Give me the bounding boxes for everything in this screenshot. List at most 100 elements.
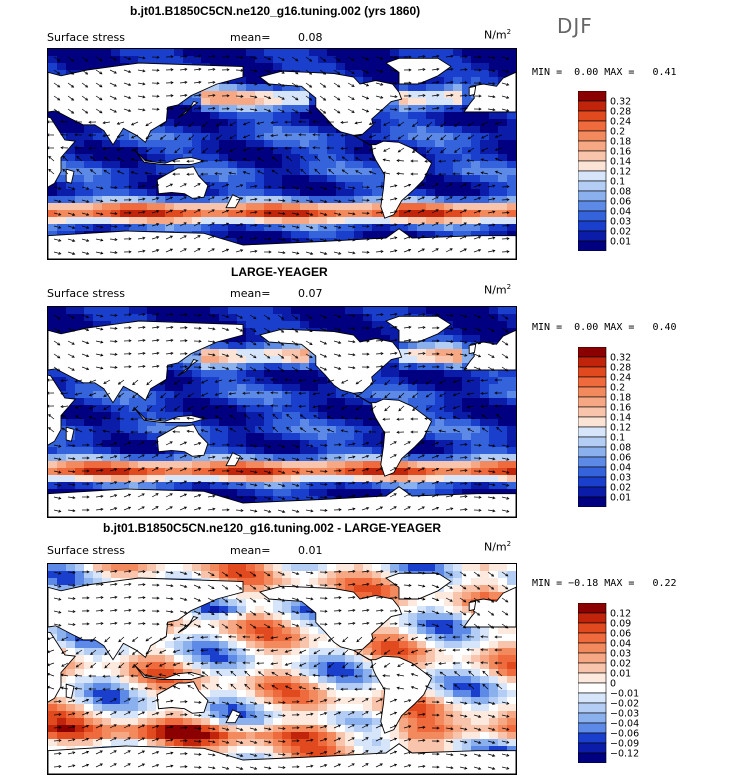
field-cell (255, 356, 265, 364)
field-cell (210, 405, 220, 413)
vector-arrow (207, 248, 215, 253)
field-cell (471, 126, 481, 134)
vector-arrowhead (286, 426, 290, 430)
field-cell (174, 203, 184, 211)
vector-arrow (445, 196, 453, 201)
field-cell (264, 147, 274, 155)
vector-arrowhead (337, 84, 341, 88)
field-cell (309, 482, 319, 490)
vector-arrowhead (198, 80, 202, 84)
field-cell (336, 419, 346, 427)
field-cell (246, 238, 256, 246)
field-cell (57, 56, 67, 64)
vector-arrow (109, 442, 117, 446)
field-cell (66, 161, 76, 169)
field-cell (282, 126, 292, 134)
field-cell (480, 433, 490, 441)
field-cell (57, 433, 67, 441)
vector-arrowhead (326, 406, 330, 409)
field-cell (498, 412, 508, 420)
vector-arrowhead (200, 159, 204, 163)
field-cell (93, 461, 103, 469)
field-cell (57, 447, 67, 455)
field-cell (498, 154, 508, 162)
field-cell (390, 98, 400, 106)
field-cell (237, 126, 247, 134)
field-cell (453, 335, 463, 343)
vector-arrowhead (366, 339, 370, 343)
vector-arrow (417, 313, 426, 316)
field-cell (75, 454, 85, 462)
field-cell (462, 133, 472, 141)
vector-arrowhead (198, 339, 202, 343)
vector-arrow (426, 147, 433, 153)
field-cell (381, 475, 391, 483)
vector-arrow (188, 121, 195, 128)
vector-arrowhead (422, 351, 426, 355)
field-cell (237, 475, 247, 483)
field-cell (237, 405, 247, 413)
field-cell (282, 482, 292, 490)
field-cell (237, 133, 247, 141)
field-cell (417, 405, 427, 413)
field-cell (228, 217, 238, 225)
vector-arrow (305, 212, 313, 216)
vector-arrow (193, 442, 201, 446)
vector-arrow (412, 379, 419, 385)
vector-arrowhead (439, 381, 443, 384)
vector-arrowhead (422, 312, 426, 316)
field-cell (264, 217, 274, 225)
field-cell (156, 419, 166, 427)
vector-arrow (193, 183, 201, 188)
field-cell (408, 133, 418, 141)
field-cell (192, 56, 202, 64)
vector-arrow (501, 56, 509, 60)
vector-arrow (459, 443, 468, 446)
field-cell (426, 342, 436, 350)
field-cell (201, 126, 211, 134)
vector-arrowhead (341, 393, 345, 397)
field-cell (273, 370, 283, 378)
vector-arrow (263, 108, 271, 112)
field-cell (84, 133, 94, 141)
field-cell (174, 363, 184, 371)
vector-arrow (291, 69, 299, 75)
vector-arrowhead (184, 326, 188, 330)
vector-arrowhead (295, 71, 299, 75)
vector-arrowhead (366, 441, 370, 445)
vector-arrowhead (463, 222, 467, 226)
vector-arrowhead (146, 395, 150, 399)
vector-arrowhead (71, 355, 75, 358)
field-cell (111, 398, 121, 406)
field-cell (129, 49, 139, 57)
field-cell (48, 217, 58, 225)
field-cell (363, 154, 373, 162)
vector-arrow (495, 134, 503, 138)
field-cell (336, 405, 346, 413)
vector-arrowhead (100, 251, 104, 255)
field-cell (255, 224, 265, 232)
field-cell (381, 112, 391, 120)
field-cell (399, 217, 409, 225)
vector-arrow (313, 428, 321, 433)
field-cell (354, 196, 364, 204)
vector-arrowhead (366, 352, 370, 356)
vector-arrow (277, 95, 285, 100)
field-cell (318, 370, 328, 378)
vector-arrowhead (188, 150, 192, 154)
field-cell (300, 475, 310, 483)
vector-arrowhead (183, 235, 187, 239)
field-cell (327, 231, 337, 239)
vector-arrowhead (422, 325, 426, 329)
field-cell (138, 461, 148, 469)
vector-arrow (347, 238, 355, 241)
vector-arrow (235, 223, 243, 227)
vector-arrow (75, 405, 83, 409)
vector-arrowhead (295, 84, 299, 88)
vector-arrowhead (435, 248, 439, 251)
field-cell (147, 196, 157, 204)
field-cell (300, 356, 310, 364)
field-cell (309, 203, 319, 211)
vector-arrowhead (128, 250, 132, 254)
vector-arrowhead (424, 172, 428, 176)
